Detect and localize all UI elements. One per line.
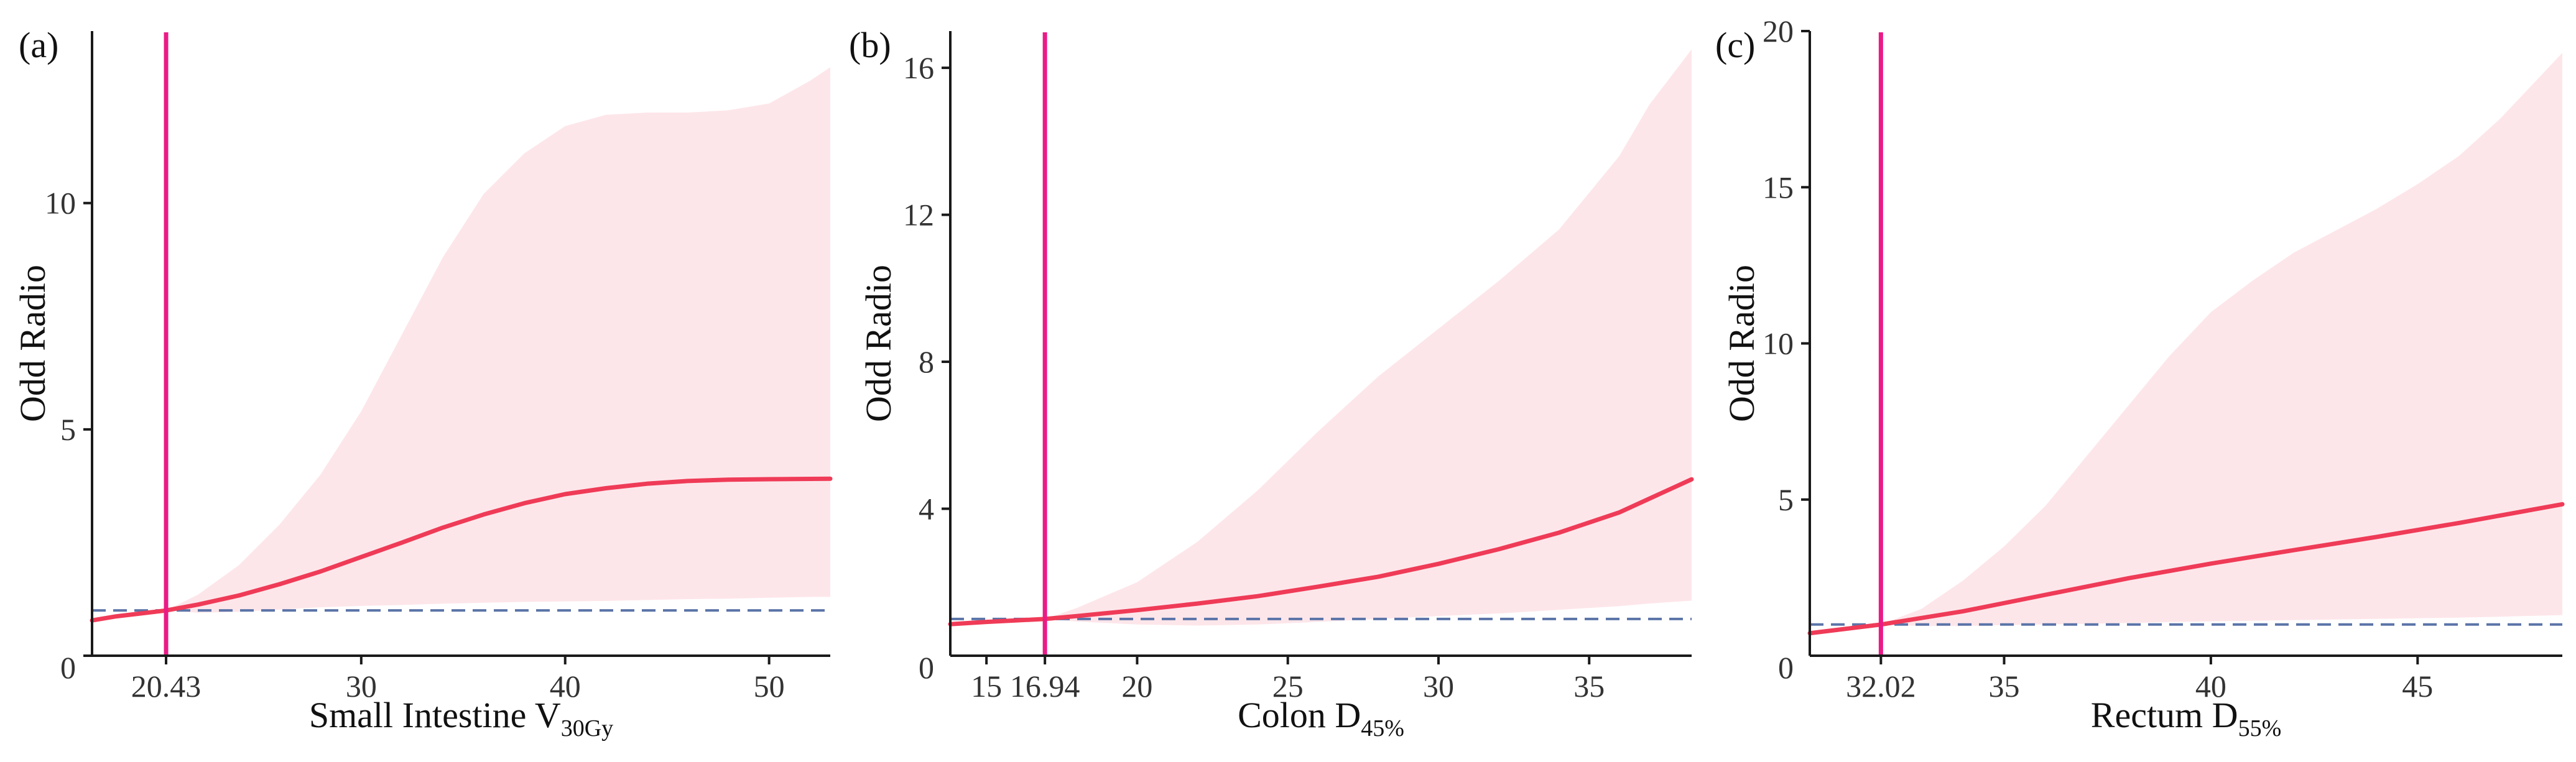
x-tick-label: 40 bbox=[2195, 669, 2226, 704]
x-tick-label: 35 bbox=[1988, 669, 2019, 704]
x-axis-title-subscript: 30Gy bbox=[561, 715, 613, 741]
y-tick-label: 4 bbox=[919, 492, 934, 526]
x-tick-label: 40 bbox=[550, 669, 581, 704]
origin-zero-label: 0 bbox=[60, 650, 76, 685]
y-tick-label: 10 bbox=[45, 186, 76, 221]
y-axis-title: Odd Radio bbox=[1721, 265, 1762, 422]
x-axis-title-main: Colon D bbox=[1238, 695, 1361, 735]
x-axis-title-subscript: 45% bbox=[1361, 715, 1404, 741]
cutoff-value-label: 32.02 bbox=[1846, 669, 1916, 704]
confidence-band bbox=[1881, 53, 2562, 627]
panel-b: 4 8 12 16 0 15 20 25 30 35 16.94 (b) Odd Radio Colon … bbox=[849, 25, 1694, 741]
panel-label: (a) bbox=[19, 25, 58, 65]
panel-label: (b) bbox=[849, 25, 891, 65]
x-axis-title-subscript: 55% bbox=[2238, 715, 2282, 741]
y-tick-label: 5 bbox=[1778, 482, 1794, 517]
x-axis-title: Small Intestine V30Gy bbox=[309, 695, 613, 741]
panel-c: 5 10 15 20 0 35 40 45 32.02 (c) Odd Radio Rectum D5… bbox=[1715, 14, 2565, 741]
x-tick-label: 30 bbox=[1423, 669, 1454, 704]
x-tick-label: 30 bbox=[346, 669, 377, 704]
x-tick-label: 50 bbox=[754, 669, 785, 704]
panel-a: 5 10 0 30 40 50 20.43 (a) Odd Radio Small Intesti… bbox=[12, 25, 833, 741]
x-axis-title: Rectum D55% bbox=[2091, 695, 2281, 741]
y-tick-label: 15 bbox=[1763, 170, 1794, 204]
x-axis-title-main: Rectum D bbox=[2091, 695, 2238, 735]
x-tick-label: 25 bbox=[1272, 669, 1304, 704]
origin-zero-label: 0 bbox=[1778, 650, 1794, 685]
y-tick-label: 8 bbox=[919, 344, 934, 379]
panel-label: (c) bbox=[1715, 25, 1755, 65]
odds-ratio-curve bbox=[948, 477, 1694, 627]
confidence-band bbox=[166, 67, 831, 613]
y-axis-title: Odd Radio bbox=[858, 265, 899, 422]
x-axis-title-main: Small Intestine V bbox=[309, 695, 561, 735]
x-tick-label: 15 bbox=[971, 669, 1002, 704]
cutoff-value-label: 20.43 bbox=[131, 669, 202, 704]
y-tick-label: 5 bbox=[60, 412, 76, 447]
y-tick-label: 16 bbox=[903, 50, 934, 85]
y-tick-label: 10 bbox=[1763, 326, 1794, 361]
odds-ratio-curve bbox=[90, 476, 833, 623]
y-tick-label: 20 bbox=[1763, 14, 1794, 48]
x-tick-label: 20 bbox=[1121, 669, 1152, 704]
x-axis-title: Colon D45% bbox=[1238, 695, 1404, 741]
cutoff-value-label: 16.94 bbox=[1010, 669, 1080, 704]
y-axis-title: Odd Radio bbox=[12, 265, 53, 422]
origin-zero-label: 0 bbox=[919, 650, 934, 685]
y-tick-label: 12 bbox=[903, 198, 934, 232]
x-tick-label: 35 bbox=[1573, 669, 1605, 704]
confidence-band bbox=[1045, 49, 1692, 626]
x-tick-label: 45 bbox=[2402, 669, 2433, 704]
odds-ratio-curve bbox=[1807, 502, 2565, 636]
